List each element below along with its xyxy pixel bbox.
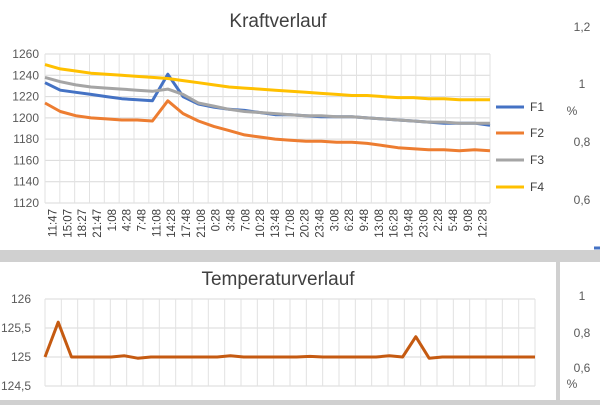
force-xtick-label: 14:28 [166,209,178,238]
force-chart-title: Kraftverlauf [229,11,327,32]
force-xtick-label: 5:48 [448,209,460,231]
temperature-series-line [43,320,535,360]
force-xtick-label: 0:28 [211,209,223,231]
force-xtick-label: 20:28 [300,209,312,238]
force-xtick-label: 9:48 [359,209,371,231]
force-ytick-label: 1180 [13,132,39,146]
force-xtick-label: 4:28 [122,209,134,231]
temp-secondary-tick-2: 0,8 [574,326,591,340]
force-xtick-label: 17:48 [181,209,193,238]
force-chart-panel: Kraftverlauf 1120 1140 1160 1180 1200 1220 124… [0,0,560,250]
force-ytick-label: 1260 [12,47,39,61]
temp-secondary-ylabel: % [567,377,578,391]
force-xtick-label: 15:07 [62,209,74,238]
force-xtick-label: 3:48 [225,209,237,231]
force-series-f2-line [44,99,491,153]
force-xtick-label: 10:28 [255,209,267,238]
force-xtick-label: 21:08 [196,209,208,238]
force-xtick-label: 2:28 [433,209,445,231]
force-xtick-label: 1:08 [107,209,119,231]
force-ytick-label: 1140 [13,175,39,189]
force-secondary-tick-3: 0,8 [574,135,591,149]
temperature-chart-title: Temperaturverlauf [201,269,355,290]
force-legend-label-f3: F3 [530,153,544,167]
force-xtick-label: 16:28 [389,209,401,238]
force-series-f3-line [44,75,490,125]
temperature-chart: Temperaturverlauf 126 125,5 125 124,5 [1,269,536,393]
force-legend-label-f2: F2 [530,126,544,140]
temp-secondary-tick-3: 0,6 [574,361,591,375]
temp-secondary-tick-1: 1 [579,289,586,303]
force-legend-label-f1: F1 [530,100,544,114]
force-ytick-label: 1160 [13,153,39,167]
temp-ytick-label: 126 [11,292,31,306]
force-legend-label-f4: F4 [530,180,544,194]
force-ytick-label: 1240 [12,68,39,82]
force-ytick-label: 1220 [12,90,39,104]
force-xtick-label: 18:27 [77,209,89,238]
force-xtick-label: 3:08 [329,209,341,231]
temperature-chart-panel: Temperaturverlauf 126 125,5 125 124,5 [0,262,556,400]
force-secondary-tick-2: 1 [579,77,586,91]
force-xtick-label: 12:28 [478,209,490,238]
force-secondary-tick-4: 0,6 [574,193,591,207]
force-series-f4-line [44,63,490,102]
force-xtick-label: 9:08 [463,209,475,231]
force-chart: Kraftverlauf 1120 1140 1160 1180 1200 1220 124… [12,11,544,238]
temp-ytick-label: 125,5 [1,321,31,335]
temp-ytick-label: 125 [11,350,31,364]
force-xtick-label: 11:47 [47,209,59,237]
force-xtick-label: 13:48 [270,209,282,238]
force-secondary-axis: 1,2 1 % 0,8 0,6 [560,0,600,250]
temperature-secondary-axis: 1 0,8 0,6 % [560,262,600,400]
force-ytick-label: 1200 [12,111,39,125]
force-xtick-label: 21:47 [92,209,104,238]
temp-ytick-label: 124,5 [1,379,31,393]
force-xtick-label: 19:48 [403,209,415,238]
force-xtick-label: 7:08 [240,209,252,231]
force-xtick-label: 23:48 [314,209,326,238]
force-xtick-label: 11:08 [151,209,163,237]
force-ytick-label: 1120 [13,196,39,210]
force-xtick-label: 7:48 [136,209,148,231]
force-xtick-label: 17:08 [285,209,297,238]
force-xtick-label: 6:28 [344,209,356,231]
force-xtick-label: 13:08 [374,209,386,238]
force-xtick-label: 23:08 [418,209,430,238]
force-secondary-ylabel: % [567,104,578,118]
force-secondary-tick-1: 1,2 [574,20,591,34]
